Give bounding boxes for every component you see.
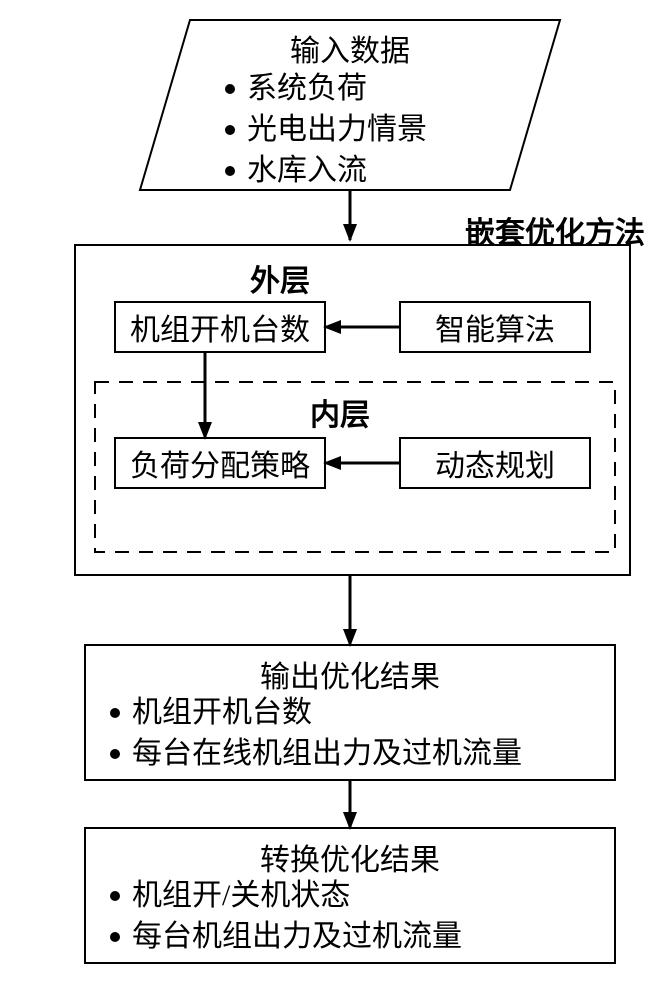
bullet-text: 系统负荷 [247, 74, 367, 104]
bullet-dot-icon [110, 891, 120, 901]
bullet-item: 水库入流 [225, 150, 427, 191]
bullet-text: 水库入流 [247, 156, 367, 186]
inner-label: 内层 [310, 390, 370, 434]
bullet-dot-icon [225, 166, 235, 176]
bullet-dot-icon [225, 84, 235, 94]
dynamic-programming-box: 动态规划 [400, 438, 590, 488]
bullet-text: 机组开/关机状态 [132, 881, 350, 911]
output-title: 输出优化结果 [260, 652, 440, 696]
outer-label: 外层 [250, 256, 310, 300]
bullet-text: 每台在线机组出力及过机流量 [132, 739, 522, 769]
bullet-dot-icon [110, 749, 120, 759]
bullet-item: 每台在线机组出力及过机流量 [110, 733, 522, 774]
bullet-item: 系统负荷 [225, 68, 427, 109]
bullet-item: 机组开/关机状态 [110, 875, 462, 916]
bullet-text: 光电出力情景 [247, 115, 427, 145]
intelligent-algorithm-box: 智能算法 [400, 302, 590, 352]
unit-count-box: 机组开机台数 [115, 302, 325, 352]
input-title: 输入数据 [290, 26, 410, 70]
bullet-item: 机组开机台数 [110, 692, 522, 733]
bullet-item: 每台机组出力及过机流量 [110, 916, 462, 957]
nested-method-label: 嵌套优化方法 [465, 208, 645, 252]
bullet-text: 机组开机台数 [132, 698, 312, 728]
load-distribution-box: 负荷分配策略 [115, 438, 325, 488]
bullet-dot-icon [110, 708, 120, 718]
output-bullets: 机组开机台数每台在线机组出力及过机流量 [110, 692, 522, 774]
convert-title: 转换优化结果 [260, 835, 440, 879]
convert-bullets: 机组开/关机状态每台机组出力及过机流量 [110, 875, 462, 957]
input-bullets: 系统负荷光电出力情景水库入流 [225, 68, 427, 191]
bullet-dot-icon [225, 125, 235, 135]
bullet-text: 每台机组出力及过机流量 [132, 922, 462, 952]
bullet-dot-icon [110, 932, 120, 942]
bullet-item: 光电出力情景 [225, 109, 427, 150]
